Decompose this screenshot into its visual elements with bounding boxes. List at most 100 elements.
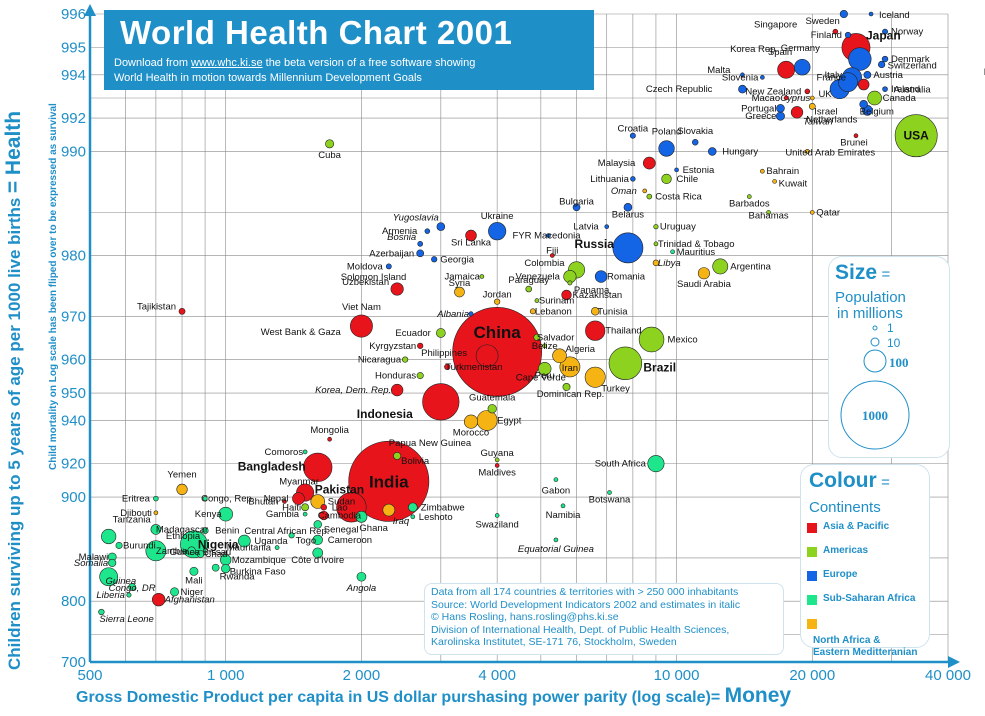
- size-circle-1: [872, 325, 878, 331]
- bubble: [390, 383, 404, 397]
- country-label: Kuwait: [779, 178, 808, 189]
- country-label: Jordan: [483, 290, 512, 301]
- bubble: [868, 11, 874, 17]
- country-label: Côte d'Ivoire: [291, 555, 344, 566]
- bubble: [878, 60, 886, 69]
- country-label: Togo: [296, 535, 317, 546]
- country-label: Solomon Island: [341, 272, 406, 283]
- bubble: [153, 495, 159, 502]
- country-label: Maldives: [478, 467, 516, 478]
- bubble: [494, 513, 500, 518]
- country-label: Hungary: [722, 147, 758, 158]
- country-label: Nicaragua: [358, 355, 402, 366]
- y-axis-arrow-icon: [84, 4, 96, 16]
- country-label: Bahrain: [766, 166, 799, 177]
- country-label: Oman: [611, 186, 637, 197]
- bubble: [348, 440, 430, 522]
- bubble: [385, 263, 392, 270]
- bubble: [607, 490, 612, 495]
- country-label: Turkey: [601, 383, 630, 394]
- country-label: Cape Verde: [516, 373, 566, 384]
- country-label: Brunei: [840, 138, 867, 149]
- country-label: Moldova: [347, 261, 384, 272]
- source-line-3: © Hans Rosling, hans.rosling@phs.ki.se: [431, 611, 619, 623]
- country-label: Denmark: [891, 54, 930, 65]
- bubble: [740, 72, 745, 78]
- country-label: Switzerland: [888, 61, 937, 72]
- bubble: [355, 510, 368, 523]
- size-circle-100: [863, 349, 887, 373]
- bubble: [894, 114, 938, 158]
- country-label: Costa Rica: [655, 192, 702, 203]
- country-label: Lebanon: [535, 306, 572, 317]
- bubble: [218, 506, 233, 522]
- country-label: Germany: [781, 43, 820, 54]
- bubble: [238, 534, 251, 548]
- size-legend-circles: 1 10 100 1000: [840, 321, 910, 450]
- country-label: Central African Rep.: [244, 526, 329, 537]
- country-label: Russia: [575, 237, 615, 251]
- bubble: [487, 404, 497, 414]
- country-label: Belize: [532, 341, 558, 352]
- bubble: [549, 253, 555, 258]
- y-tick-label: 980: [61, 248, 86, 265]
- country-label: Estonia: [683, 165, 715, 176]
- bubble: [319, 510, 329, 521]
- bubble: [585, 320, 606, 341]
- size-legend-equals: =: [881, 266, 891, 283]
- colour-legend-title: Colour =: [809, 469, 890, 493]
- country-label: Bosnia: [387, 232, 416, 243]
- country-label: Salvador: [537, 332, 575, 343]
- bubble: [201, 527, 209, 535]
- bubble: [151, 592, 166, 607]
- country-label: Swaziland: [475, 519, 518, 530]
- country-label: India: [369, 472, 409, 491]
- size-legend-title-text: Size: [835, 261, 878, 284]
- y-tick-label: 960: [61, 352, 86, 369]
- x-axis-label-main: Gross Domestic Product per capita in US …: [76, 689, 721, 706]
- country-label: Haiti: [282, 502, 301, 513]
- bubble: [312, 534, 323, 546]
- colour-legend-item: Asia & Pacific: [807, 521, 927, 539]
- country-label: Mauritius: [677, 247, 716, 258]
- bubble: [288, 532, 295, 539]
- bubble: [128, 583, 136, 591]
- bubble: [553, 537, 559, 543]
- subtitle-rest: the beta version of a free software show…: [262, 57, 476, 69]
- country-label: Brazil: [643, 360, 676, 374]
- country-label: Uganda: [254, 536, 288, 547]
- bubble: [356, 571, 367, 582]
- country-label: Lao: [332, 502, 348, 513]
- country-label: Lithuania: [590, 174, 629, 185]
- bubble: [542, 343, 548, 349]
- country-label: Senegal: [324, 524, 359, 535]
- y-tick-label: 920: [61, 456, 86, 473]
- bubble: [653, 224, 659, 230]
- bubble: [101, 528, 117, 545]
- bubble: [410, 514, 416, 520]
- y-tick-label: 994: [61, 67, 86, 84]
- country-label: Rwanda: [220, 572, 256, 583]
- country-label: Belarus: [612, 209, 644, 220]
- bubble: [708, 147, 717, 156]
- bubble: [108, 558, 117, 567]
- country-label: Cambodia: [318, 510, 362, 521]
- colour-swatch: [807, 619, 817, 629]
- colour-legend-item: Sub-Saharan Africa: [807, 593, 927, 611]
- country-label: Bolivia: [401, 456, 430, 467]
- download-link[interactable]: www.whc.ki.se: [191, 57, 263, 69]
- country-label: West Bank & Gaza: [261, 327, 342, 338]
- bubble: [202, 496, 208, 502]
- colour-legend: Colour = Continents Asia & Pacific Americ…: [800, 464, 930, 658]
- bubble: [853, 133, 859, 139]
- country-label: Sierra Leone: [99, 614, 153, 625]
- country-label: Gambia: [266, 509, 300, 520]
- y-axis-label: Children surviving up to 5 years of age …: [2, 111, 26, 670]
- bubble: [176, 483, 188, 496]
- bubble: [479, 274, 485, 279]
- bubble: [475, 344, 499, 368]
- bubble: [594, 270, 608, 283]
- bubble: [561, 289, 572, 301]
- country-label: France: [816, 72, 846, 83]
- colour-legend-label: Europe: [823, 569, 858, 580]
